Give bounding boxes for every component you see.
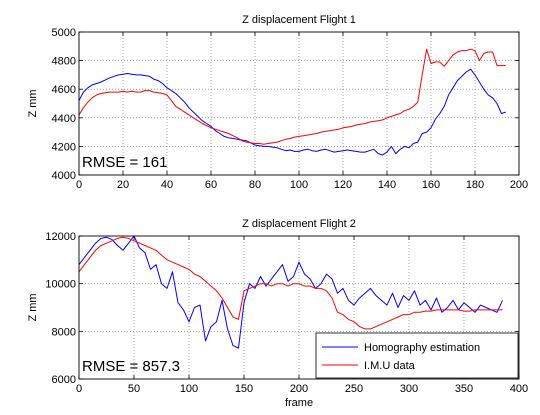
x-tick-label: 100 — [180, 383, 198, 395]
y-axis-label: Z mm — [27, 89, 39, 117]
y-axis-label: Z mm — [27, 293, 39, 321]
y-tick-label: 4200 — [52, 141, 76, 153]
rmse-annotation: RMSE = 161 — [82, 154, 167, 171]
legend-entry: I.M.U data — [364, 360, 416, 372]
x-tick-label: 100 — [290, 179, 308, 191]
y-tick-label: 12000 — [45, 231, 76, 243]
series-line-i-m-u-data — [78, 236, 503, 330]
rmse-annotation: RMSE = 857.3 — [82, 358, 180, 375]
x-tick-label: 200 — [510, 179, 528, 191]
x-tick-label: 80 — [249, 179, 261, 191]
y-tick-label: 6000 — [52, 374, 76, 386]
y-tick-label: 5000 — [52, 27, 76, 39]
x-tick-label: 200 — [290, 383, 308, 395]
x-tick-label: 150 — [235, 383, 253, 395]
x-tick-label: 180 — [466, 179, 484, 191]
x-tick-label: 0 — [76, 383, 82, 395]
x-tick-label: 140 — [378, 179, 396, 191]
x-tick-label: 300 — [400, 383, 418, 395]
x-axis-label: frame — [285, 397, 313, 409]
series-line-series-1 — [78, 68, 506, 156]
x-tick-label: 400 — [510, 383, 528, 395]
chart-title: Z displacement Flight 2 — [242, 218, 356, 230]
y-tick-label: 4800 — [52, 56, 76, 68]
legend-box — [315, 332, 519, 379]
chart-title: Z displacement Flight 1 — [242, 14, 356, 26]
x-tick-label: 20 — [117, 179, 129, 191]
x-tick-label: 40 — [161, 179, 173, 191]
legend-entry: Homography estimation — [364, 342, 480, 354]
series-line-homography-estimation — [78, 235, 503, 349]
x-tick-label: 160 — [422, 179, 440, 191]
x-tick-label: 0 — [76, 179, 82, 191]
x-tick-label: 60 — [205, 179, 217, 191]
y-tick-label: 4400 — [52, 113, 76, 125]
y-tick-label: 10000 — [45, 279, 76, 291]
y-tick-label: 8000 — [52, 326, 76, 338]
x-tick-label: 350 — [455, 383, 473, 395]
x-tick-label: 250 — [345, 383, 363, 395]
x-tick-label: 50 — [128, 383, 140, 395]
y-tick-label: 4000 — [52, 170, 76, 182]
y-tick-label: 4600 — [52, 84, 76, 96]
series-line-series-2 — [78, 48, 506, 145]
x-tick-label: 120 — [334, 179, 352, 191]
